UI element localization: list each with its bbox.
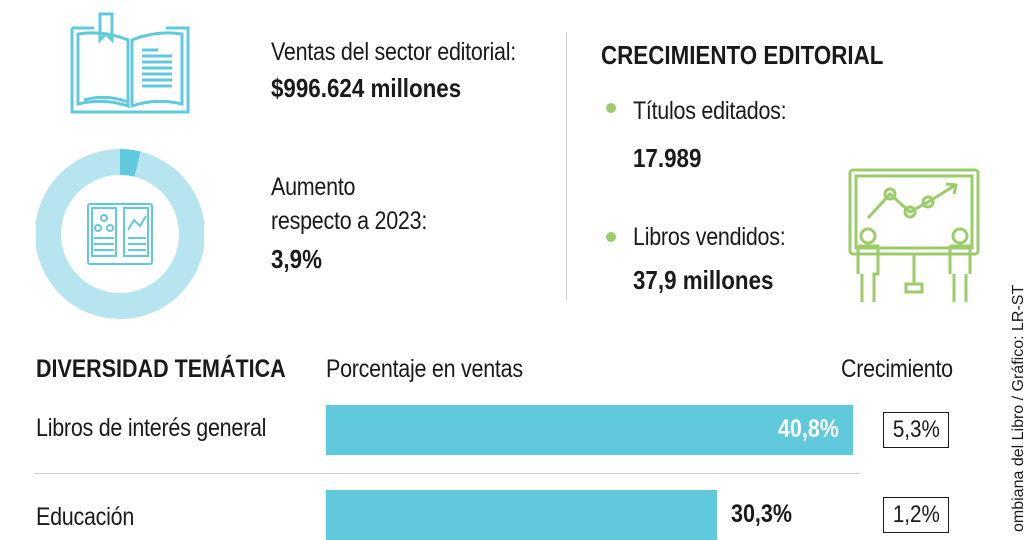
category-label-1: Educación	[36, 503, 135, 531]
col-sales-header: Porcentaje en ventas	[326, 355, 523, 383]
row-separator	[34, 473, 860, 474]
titulos-value: 17.989	[633, 143, 702, 173]
sales-bar	[326, 405, 853, 455]
donut-accent-segment	[119, 149, 141, 177]
crecimiento-title: CRECIMIENTO EDITORIAL	[601, 40, 884, 70]
bullet-dot	[606, 103, 616, 113]
aumento-label-line2: respecto a 2023:	[271, 207, 428, 235]
ventas-value: $996.624 millones	[271, 73, 462, 103]
diversidad-title: DIVERSIDAD TEMÁTICA	[36, 355, 286, 383]
libros-value: 37,9 millones	[633, 265, 774, 295]
aumento-label-line1: Aumento	[271, 173, 356, 201]
col-growth-header: Crecimiento	[841, 355, 953, 383]
growth-value-box: 5,3%	[883, 412, 949, 448]
growth-value-label: 5,3%	[892, 416, 940, 443]
ventas-label: Ventas del sector editorial:	[271, 38, 516, 66]
sales-value-label: 40,8%	[778, 415, 839, 443]
bullet-dot	[606, 232, 616, 242]
vertical-divider	[566, 32, 567, 300]
category-label-0: Libros de interés general	[36, 414, 267, 442]
increase-donut-chart	[36, 149, 204, 319]
sales-bar	[326, 490, 718, 540]
growth-value-box: 1,2%	[883, 497, 949, 533]
open-book-icon	[70, 12, 190, 114]
source-credit: ombiana del Libro / Gráfico: LR-ST	[1010, 284, 1024, 532]
titulos-label: Títulos editados:	[633, 97, 787, 125]
sales-value-label: 30,3%	[731, 500, 793, 528]
growth-presentation-icon	[848, 168, 980, 302]
libros-label: Libros vendidos:	[633, 223, 786, 251]
growth-value-label: 1,2%	[892, 501, 940, 528]
aumento-value: 3,9%	[271, 244, 322, 274]
